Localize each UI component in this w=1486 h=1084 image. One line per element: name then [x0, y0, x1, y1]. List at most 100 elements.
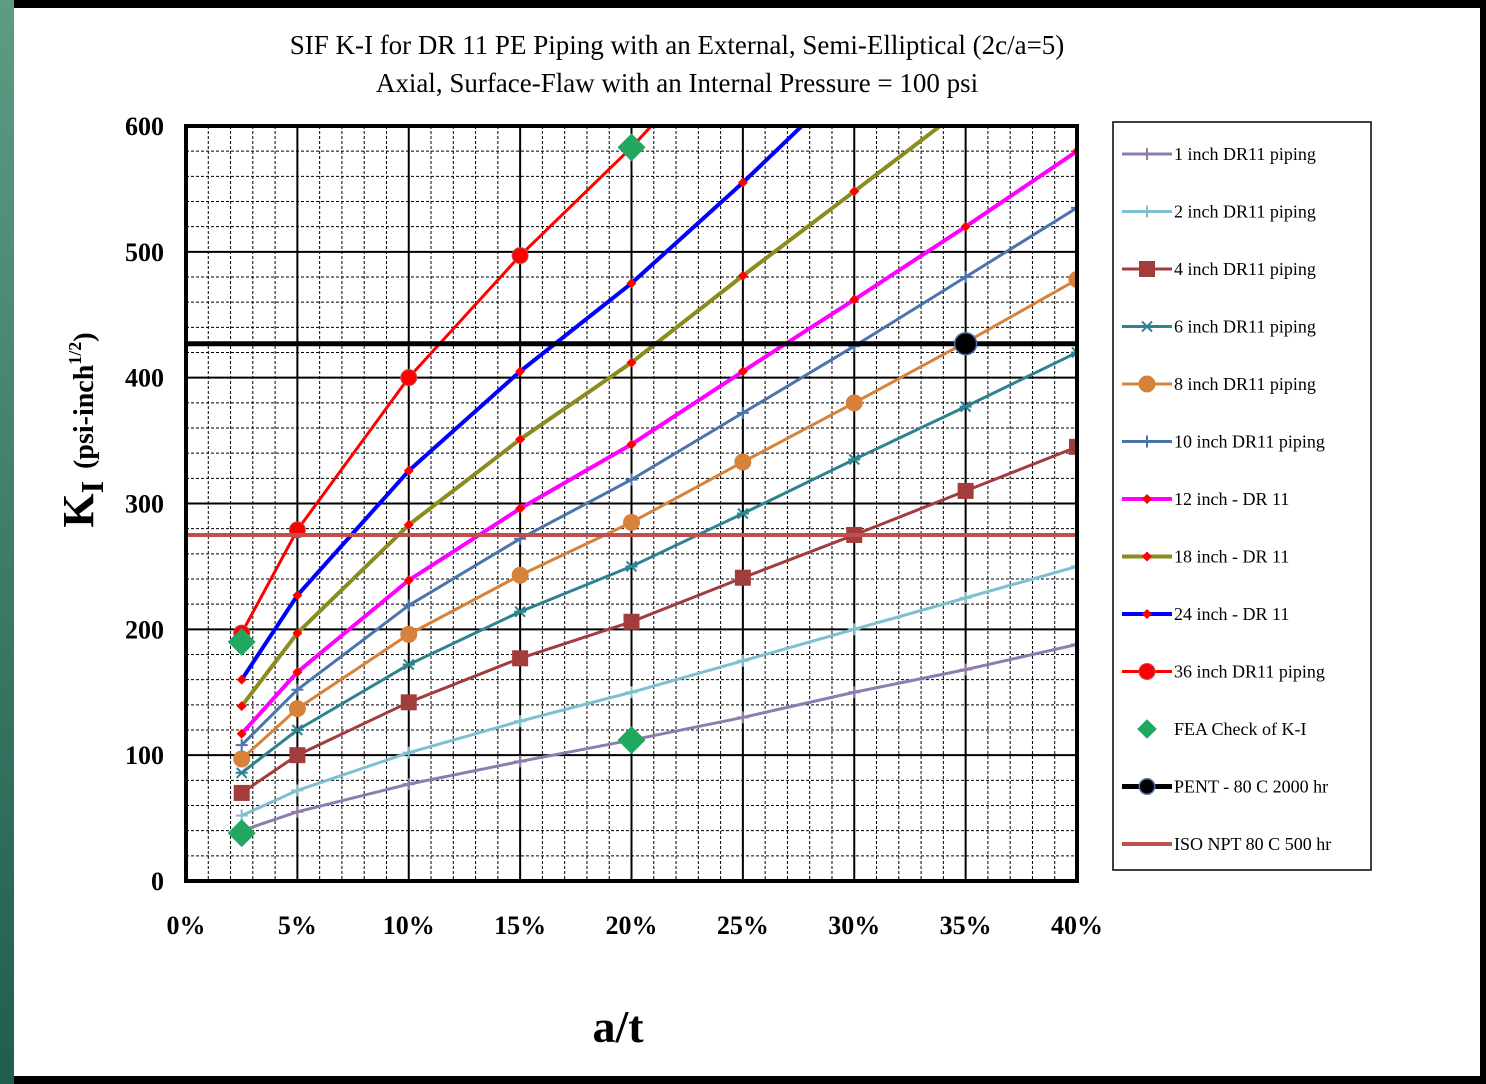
star-marker — [514, 606, 526, 618]
series-1-inch-dr11-piping — [235, 638, 1077, 837]
y-tick-label: 500 — [125, 238, 164, 267]
y-tick-label: 600 — [125, 112, 164, 141]
legend-label: 6 inch DR11 piping — [1174, 317, 1316, 337]
star-marker — [625, 560, 638, 573]
square-marker — [623, 613, 640, 630]
plot-area-border — [184, 124, 1079, 883]
star-marker — [1141, 320, 1153, 333]
diamond-marker — [515, 434, 526, 445]
circle-marker — [400, 369, 418, 387]
chart-title: SIF K-I for DR 11 PE Piping with an Exte… — [290, 30, 1065, 60]
x-axis-title: a/t — [592, 1001, 644, 1052]
diamond-marker — [626, 278, 637, 289]
legend-entry-8-inch-dr11-piping: 8 inch DR11 piping — [1122, 374, 1316, 394]
tick-layer: 0 100 200 300 400 500 600 0% 5% 10% 15% 20% 25% 30% 35… — [125, 112, 1103, 940]
y-tick-label: 300 — [125, 490, 164, 519]
fea-diamond-marker — [617, 726, 646, 755]
series-line-1-inch-dr11-piping — [241, 642, 1077, 833]
legend-label: 12 inch - DR 11 — [1174, 489, 1289, 509]
y-axis-title-units: (psi-inch — [69, 364, 100, 469]
circle-marker — [1138, 375, 1156, 393]
legend-label: 4 inch DR11 piping — [1174, 259, 1316, 279]
x-tick-label: 25% — [717, 911, 769, 940]
star-marker — [1071, 351, 1077, 359]
square-marker — [289, 747, 306, 764]
series-4-inch-dr11-piping — [233, 438, 1077, 801]
fea-diamond-marker — [1137, 719, 1157, 739]
diamond-marker — [626, 439, 637, 450]
diamond-marker — [849, 186, 860, 197]
fea-diamond-marker — [617, 133, 646, 162]
series-fea-check-of-k-i — [227, 133, 646, 848]
x-tick-label: 20% — [606, 911, 658, 940]
series-2-inch-dr11-piping — [235, 560, 1077, 822]
legend-box — [1112, 121, 1372, 871]
diamond-marker — [403, 575, 414, 586]
series-pent-80-c-2000-hr — [186, 331, 1077, 356]
y-tick-label: 100 — [125, 741, 164, 770]
legend-label: 24 inch - DR 11 — [1174, 604, 1289, 624]
star-marker — [848, 453, 860, 466]
series-line-10-inch-dr11-piping — [240, 206, 1077, 747]
diamond-marker — [236, 674, 247, 685]
circle-marker — [1138, 663, 1156, 680]
series-18-inch-dr-11 — [236, 126, 944, 712]
diamond-marker — [737, 177, 748, 188]
star-marker — [235, 767, 248, 779]
legend-label: PENT - 80 C 2000 hr — [1174, 777, 1328, 797]
legend-entry-18-inch-dr-11: 18 inch - DR 11 — [1122, 547, 1289, 567]
series-layer — [186, 126, 1077, 848]
diamond-marker — [1142, 609, 1152, 619]
series-10-inch-dr11-piping — [235, 201, 1077, 752]
diamond-marker — [236, 701, 247, 712]
y-axis-title-main: K — [54, 493, 103, 527]
y-axis-title-units-close: ) — [69, 332, 100, 341]
diamond-marker — [403, 465, 414, 476]
legend-label: 36 inch DR11 piping — [1174, 662, 1325, 682]
diamond-marker — [737, 270, 748, 281]
legend-entry-10-inch-dr11-piping: 10 inch DR11 piping — [1122, 432, 1325, 452]
legend-label: 10 inch DR11 piping — [1174, 432, 1325, 452]
square-marker — [512, 650, 529, 667]
series-line-18-inch-dr-11 — [240, 126, 944, 708]
circle-marker — [288, 700, 306, 718]
legend-entry-12-inch-dr-11: 12 inch - DR 11 — [1122, 489, 1289, 509]
fea-diamond-marker — [227, 627, 256, 656]
diamond-marker — [292, 628, 303, 639]
diamond-marker — [960, 221, 971, 232]
star-marker — [737, 507, 749, 520]
square-marker — [233, 784, 250, 801]
pent-circle-marker — [953, 331, 978, 356]
series-line-4-inch-dr11-piping — [240, 445, 1077, 795]
x-tick-label: 5% — [278, 911, 317, 940]
series-8-inch-dr11-piping — [233, 271, 1077, 768]
diamond-marker — [292, 590, 303, 601]
square-marker — [734, 569, 751, 586]
legend-entry-4-inch-dr11-piping: 4 inch DR11 piping — [1122, 259, 1316, 279]
y-axis-title-sub: I — [74, 481, 110, 493]
square-marker — [1139, 261, 1155, 277]
pent-circle-marker — [1138, 778, 1156, 795]
diamond-marker — [626, 357, 637, 368]
circle-marker — [233, 750, 251, 768]
legend-entry-6-inch-dr11-piping: 6 inch DR11 piping — [1122, 317, 1316, 337]
x-tick-label: 0% — [167, 911, 206, 940]
diamond-marker — [1142, 494, 1152, 504]
diamond-marker — [1142, 551, 1152, 562]
diamond-marker — [292, 667, 303, 678]
y-axis-title-units-exp: 1/2 — [65, 342, 85, 365]
svg-text:KI(psi-inch1/2): KI (psi-inch1/2) — [54, 332, 110, 527]
series-line-12-inch-dr-11 — [240, 149, 1077, 736]
legend-entry-1-inch-dr11-piping: 1 inch DR11 piping — [1122, 144, 1316, 164]
star-marker — [1071, 346, 1077, 354]
series-12-inch-dr-11 — [236, 146, 1077, 739]
left-accent-stripe — [0, 0, 14, 1084]
x-tick-label: 30% — [828, 911, 880, 940]
star-marker — [291, 724, 304, 736]
circle-marker — [623, 513, 640, 531]
y-tick-label: 0 — [151, 867, 164, 896]
star-marker — [959, 400, 972, 413]
x-tick-label: 35% — [940, 911, 992, 940]
series-6-inch-dr11-piping — [235, 346, 1077, 779]
